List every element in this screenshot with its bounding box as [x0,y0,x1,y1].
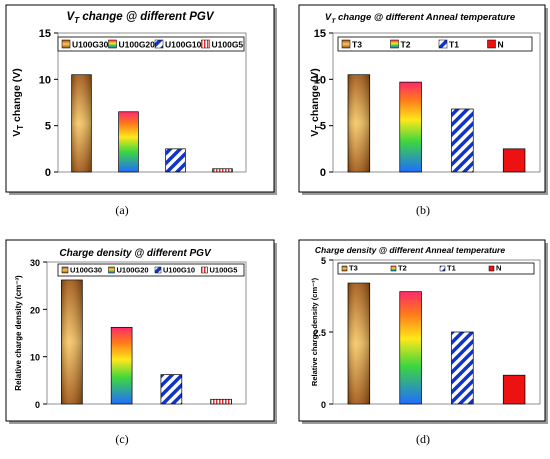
y-tick-label: 5 [45,121,51,133]
bar [502,148,526,173]
bar [210,398,232,405]
bar-shade [348,283,370,404]
legend-swatch [439,265,446,272]
legend-label: U100G10 [163,266,195,275]
bar [160,374,183,405]
legend-label: T2 [398,264,407,273]
panel-label-d: (d) [416,432,430,446]
legend-swatch [488,265,495,272]
y-tick-label: 10 [39,74,51,86]
legend-swatch [108,39,117,49]
bar-shade [348,74,370,172]
legend-label: T3 [349,264,358,273]
legend-box [337,36,533,52]
legend-label: U100G20 [117,266,149,275]
legend-label: T1 [447,264,456,273]
legend-swatch [201,39,210,49]
legend-label: T3 [352,40,362,50]
legend-swatch [108,266,115,274]
bar [110,326,133,405]
chart-title: Charge density @ different PGV [59,248,212,259]
legend-swatch [341,265,348,272]
legend-label: U100G30 [72,40,109,50]
legend-label: N [498,40,504,50]
y-tick-label: 15 [314,28,326,40]
legend-label: U100G5 [210,266,238,275]
legend-swatch [390,39,399,49]
bar [502,374,526,405]
y-tick-label: 5 [321,256,326,266]
legend-swatch [341,39,351,49]
legend-swatch [61,266,69,274]
y-tick-label: 0 [35,400,40,410]
legend-label: U100G5 [212,40,244,50]
chart-2: 0 10 20 30 Charge density @ different PGV Rel… [5,239,277,424]
chart-1: 0 5 10 15 VT change @ different Anneal tempe… [298,4,548,195]
legend-swatch [61,39,71,49]
legend-label: U100G20 [119,40,156,50]
panel-label-c: (c) [115,432,129,446]
bar [212,168,233,173]
legend-label: U100G30 [70,266,102,275]
bar-shade [61,279,83,404]
y-axis-label: Relative charge density (cm⁻³) [310,277,319,386]
legend-box [57,36,245,52]
legend-box [57,263,245,277]
bar [451,108,474,173]
y-tick-label: 20 [30,305,40,315]
bar [399,291,422,405]
y-tick-label: 5 [320,121,326,133]
y-tick-label: 0 [45,167,51,179]
legend-label: T2 [401,40,411,50]
y-tick-label: 0 [321,400,326,410]
legend-swatch [487,39,496,49]
legend-swatch [438,39,448,49]
y-axis-label: VT change (V) [11,68,25,136]
legend-swatch [154,39,164,49]
chart-title: Charge density @ different Anneal temper… [315,245,505,255]
y-tick-label: 15 [39,28,51,40]
y-tick-label: 0 [320,167,326,179]
y-tick-label: 30 [30,258,40,268]
y-tick-label: 10 [314,74,326,86]
legend-label: T1 [449,40,459,50]
y-tick-label: 10 [30,353,40,363]
bar [399,81,422,173]
legend-swatch [154,266,162,274]
legend-box [337,262,535,275]
legend-label: N [496,264,501,273]
panel-label-b: (b) [416,203,430,217]
bar [165,148,186,173]
panel-label-a: (a) [115,203,129,217]
chart-0: 0 5 10 15 VT change @ different PGV VT change… [5,4,277,195]
y-tick-label: 2.5 [313,328,326,338]
bar-shade [71,74,92,172]
y-axis-label: Relative charge density (cm⁻³) [14,275,23,391]
y-axis-label: VT change (V) [309,68,323,136]
legend-label: U100G10 [165,40,202,50]
chart-title: VT change @ different Anneal temperature [325,12,516,25]
legend-swatch [201,266,208,274]
bar [451,331,474,405]
chart-title: VT change @ different PGV [66,11,214,25]
legend-swatch [390,265,397,272]
bar [118,111,139,173]
